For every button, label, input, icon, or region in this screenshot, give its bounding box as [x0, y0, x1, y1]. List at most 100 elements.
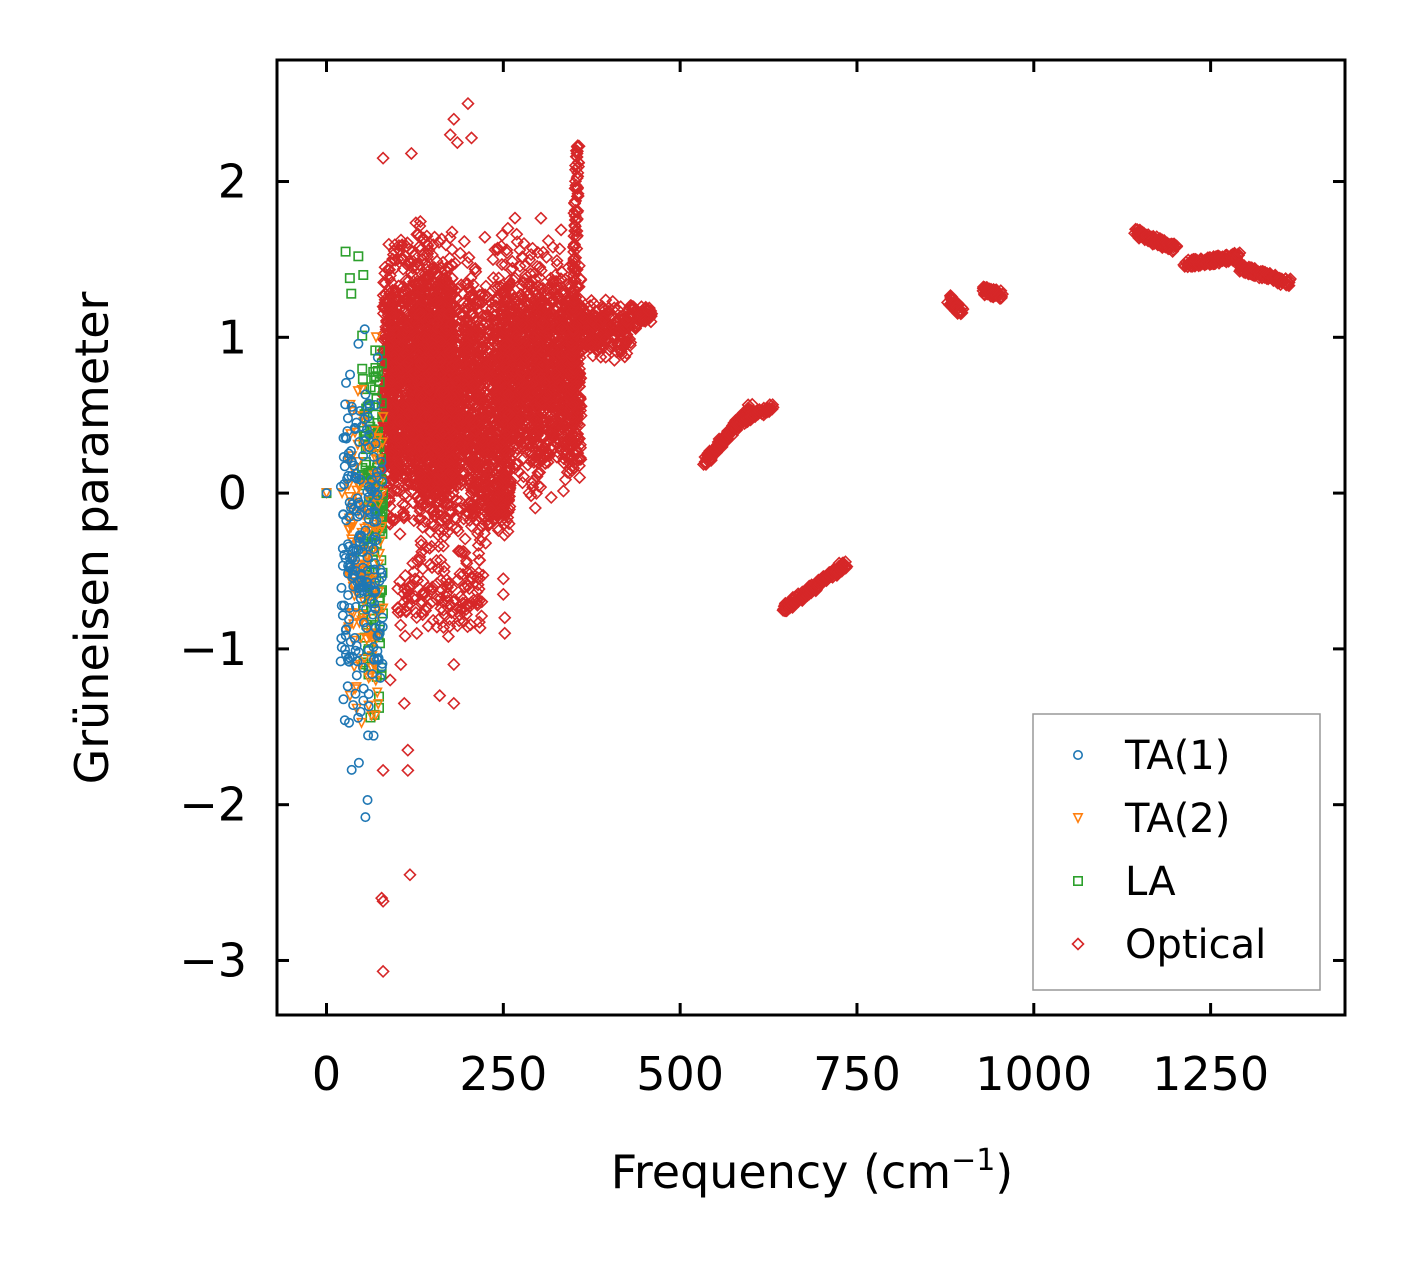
data-point	[469, 401, 484, 416]
data-point	[476, 290, 490, 304]
data-point	[463, 290, 477, 305]
data-point	[442, 341, 456, 355]
data-point	[474, 309, 489, 324]
data-point	[399, 487, 413, 501]
data-point	[422, 299, 436, 313]
data-point	[386, 247, 401, 262]
data-point	[395, 365, 409, 379]
data-point	[554, 223, 568, 237]
data-point	[460, 382, 474, 396]
data-point	[466, 451, 481, 465]
data-point	[440, 436, 455, 450]
data-point	[476, 365, 491, 379]
data-point	[453, 451, 467, 465]
data-point	[454, 448, 468, 462]
x-tick-label: 1250	[1152, 1047, 1269, 1101]
data-point	[401, 335, 416, 349]
data-point	[402, 476, 416, 490]
data-point	[422, 270, 437, 284]
data-point	[500, 243, 514, 257]
data-point	[394, 239, 409, 253]
data-point	[469, 355, 483, 369]
data-point	[437, 523, 451, 537]
data-point	[479, 279, 493, 293]
data-point	[486, 438, 500, 453]
data-point	[412, 315, 426, 330]
data-point	[455, 474, 469, 488]
data-point	[425, 288, 439, 302]
data-point	[431, 444, 446, 458]
data-point	[384, 319, 398, 333]
data-point	[428, 230, 442, 244]
data-point	[501, 221, 515, 235]
data-point	[412, 355, 427, 369]
data-point	[414, 534, 428, 548]
data-point	[445, 225, 459, 239]
data-point	[434, 367, 448, 381]
data-point	[444, 317, 459, 331]
data-point	[432, 310, 446, 324]
data-point	[417, 402, 431, 416]
data-point	[515, 476, 530, 490]
data-point	[387, 460, 401, 474]
data-point	[488, 373, 503, 387]
data-point	[445, 359, 459, 373]
data-point	[403, 425, 417, 440]
data-point	[440, 470, 454, 484]
data-point	[488, 367, 503, 381]
data-point	[401, 355, 415, 369]
data-point	[464, 271, 478, 285]
data-point	[541, 234, 556, 248]
data-point	[451, 385, 465, 399]
series-optical	[375, 96, 1298, 979]
data-point	[396, 505, 411, 519]
data-point	[421, 495, 436, 509]
data-point	[382, 263, 397, 277]
data-point	[523, 253, 537, 267]
data-point	[436, 255, 450, 269]
data-point	[443, 230, 457, 245]
data-point	[550, 254, 564, 268]
data-point	[471, 459, 486, 474]
data-point	[412, 366, 427, 381]
data-point	[462, 250, 476, 265]
data-point	[465, 330, 479, 344]
data-point	[413, 432, 427, 446]
data-point	[433, 298, 447, 312]
data-point	[468, 262, 482, 276]
data-point	[377, 421, 392, 435]
data-point	[402, 274, 416, 288]
data-point	[391, 339, 406, 353]
data-point	[461, 340, 475, 355]
data-point	[420, 250, 434, 264]
data-point	[486, 458, 500, 472]
data-point	[495, 228, 509, 242]
data-point	[407, 514, 421, 528]
data-point	[497, 528, 512, 542]
data-point	[439, 321, 453, 335]
data-point	[488, 243, 502, 257]
data-point	[387, 428, 401, 443]
data-point	[421, 452, 435, 466]
data-point	[437, 529, 452, 544]
data-point	[441, 454, 456, 468]
data-point	[483, 328, 497, 343]
data-point	[430, 315, 445, 330]
data-point	[399, 394, 413, 409]
data-point	[488, 447, 503, 461]
data-point	[384, 429, 399, 444]
data-point	[393, 435, 408, 450]
data-point	[556, 484, 571, 498]
data-point	[421, 448, 435, 462]
data-point	[423, 346, 437, 360]
data-point	[430, 429, 444, 444]
data-point	[378, 260, 392, 274]
data-point	[451, 412, 466, 426]
data-point	[432, 407, 446, 421]
data-point	[434, 261, 448, 275]
data-point	[557, 403, 571, 418]
data-point	[451, 502, 465, 516]
data-point	[393, 527, 407, 541]
data-point	[466, 378, 480, 392]
